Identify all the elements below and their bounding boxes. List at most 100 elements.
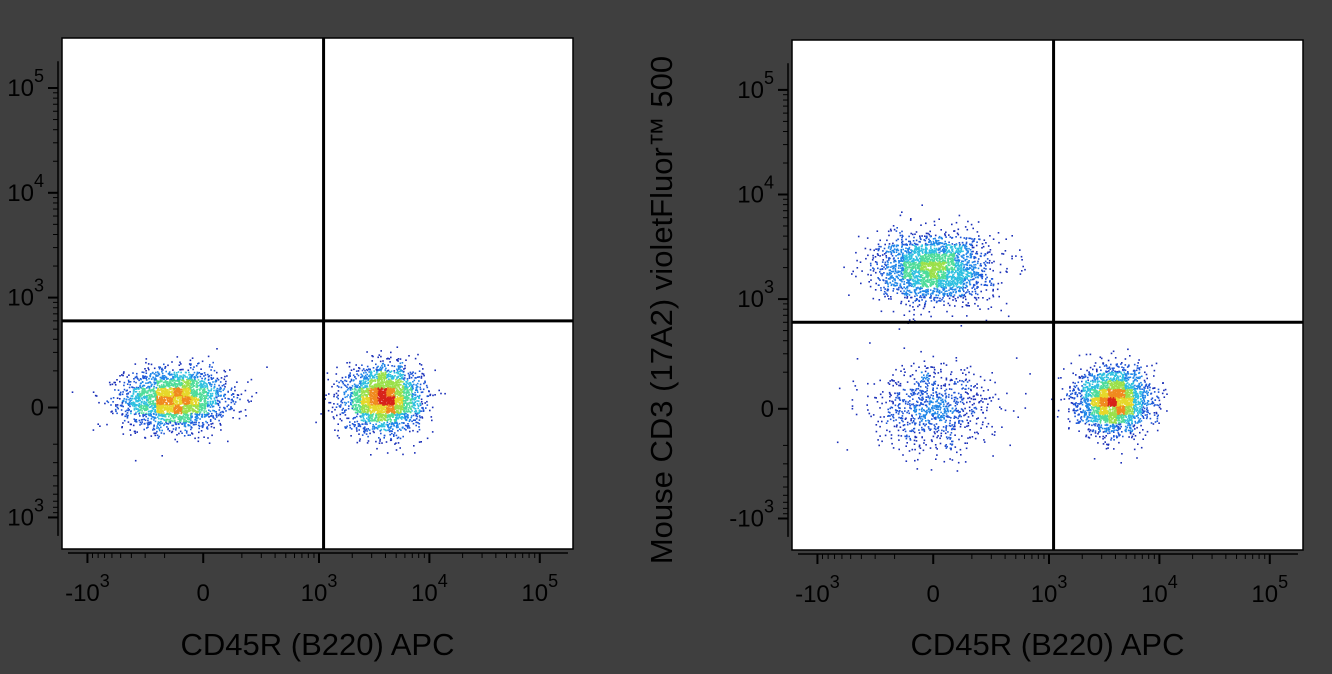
event-dot bbox=[195, 397, 198, 399]
event-dot bbox=[172, 424, 175, 427]
event-dot bbox=[141, 407, 143, 410]
event-dot bbox=[213, 369, 216, 372]
event-dot bbox=[354, 387, 356, 389]
event-dot bbox=[199, 411, 202, 413]
event-dot bbox=[371, 395, 373, 398]
event-dot bbox=[383, 388, 386, 391]
event-dot bbox=[351, 400, 353, 402]
event-dot bbox=[185, 393, 188, 396]
event-dot bbox=[387, 375, 390, 378]
event-dot bbox=[172, 377, 174, 380]
event-dot bbox=[190, 415, 192, 417]
event-dot bbox=[397, 442, 400, 444]
event-dot bbox=[351, 385, 354, 387]
event-dot bbox=[406, 379, 409, 382]
event-dot bbox=[188, 418, 191, 421]
event-dot bbox=[205, 397, 208, 399]
event-dot bbox=[190, 419, 192, 421]
event-dot bbox=[200, 398, 202, 400]
event-dot bbox=[375, 363, 377, 366]
event-dot bbox=[390, 401, 393, 404]
event-dot bbox=[153, 378, 156, 380]
event-dot bbox=[192, 388, 195, 390]
event-dot bbox=[183, 435, 186, 437]
event-dot bbox=[168, 404, 171, 406]
event-dot bbox=[158, 417, 160, 420]
event-dot bbox=[151, 372, 154, 374]
event-dot bbox=[371, 428, 374, 430]
event-dot bbox=[189, 373, 191, 376]
event-dot bbox=[403, 391, 406, 394]
event-dot bbox=[383, 437, 385, 439]
event-dot bbox=[156, 407, 158, 409]
event-dot bbox=[379, 404, 381, 406]
event-dot bbox=[371, 387, 374, 389]
event-dot bbox=[406, 399, 409, 402]
event-dot bbox=[188, 402, 191, 405]
event-dot bbox=[382, 396, 385, 398]
event-dot bbox=[370, 390, 373, 392]
event-dot bbox=[138, 391, 141, 393]
event-dot bbox=[159, 366, 161, 369]
event-dot bbox=[134, 388, 136, 390]
event-dot bbox=[187, 382, 190, 385]
event-dot bbox=[139, 399, 141, 402]
event-dot bbox=[365, 404, 367, 407]
event-dot bbox=[133, 418, 136, 420]
event-dot bbox=[167, 423, 170, 425]
event-dot bbox=[211, 378, 213, 380]
event-dot bbox=[345, 426, 348, 429]
event-dot bbox=[392, 422, 394, 425]
event-dot bbox=[125, 398, 128, 401]
event-dot bbox=[207, 389, 210, 391]
event-dot bbox=[163, 385, 165, 387]
event-dot bbox=[150, 405, 152, 408]
event-dot bbox=[149, 421, 152, 424]
event-dot bbox=[219, 388, 222, 391]
event-dot bbox=[401, 402, 404, 404]
event-dot bbox=[386, 393, 389, 395]
event-dot bbox=[210, 388, 213, 390]
event-dot bbox=[137, 393, 140, 395]
event-dot bbox=[153, 373, 156, 375]
event-dot bbox=[160, 406, 163, 408]
event-dot bbox=[212, 381, 214, 383]
event-dot bbox=[365, 395, 368, 398]
event-dot bbox=[180, 392, 182, 394]
event-dot bbox=[372, 367, 375, 369]
event-dot bbox=[214, 410, 217, 413]
event-dot bbox=[382, 382, 385, 384]
event-dot bbox=[141, 390, 143, 392]
event-dot bbox=[194, 400, 196, 402]
event-dot bbox=[144, 388, 146, 390]
event-dot bbox=[370, 372, 372, 374]
event-dot bbox=[232, 393, 234, 395]
event-dot bbox=[135, 411, 137, 414]
event-dot bbox=[204, 408, 206, 410]
event-dot bbox=[394, 443, 396, 445]
event-dot bbox=[191, 380, 194, 382]
event-dot bbox=[184, 394, 187, 397]
event-dot bbox=[193, 410, 195, 413]
event-dot bbox=[394, 386, 396, 388]
event-dot bbox=[174, 416, 176, 419]
event-dot bbox=[147, 417, 149, 420]
event-dot bbox=[210, 398, 213, 400]
event-dot bbox=[189, 359, 192, 362]
event-dot bbox=[200, 405, 202, 407]
event-dot bbox=[186, 400, 189, 403]
event-dot bbox=[186, 404, 189, 407]
event-dot bbox=[169, 387, 171, 390]
event-dot bbox=[338, 381, 340, 384]
event-dot bbox=[224, 370, 227, 373]
event-dot bbox=[123, 381, 126, 384]
event-dot bbox=[400, 395, 402, 397]
event-dot bbox=[415, 414, 417, 417]
event-dot bbox=[362, 394, 364, 397]
event-dot bbox=[386, 421, 389, 424]
event-dot bbox=[184, 387, 186, 389]
event-dot bbox=[180, 399, 182, 402]
event-dot bbox=[148, 421, 150, 424]
event-dot bbox=[170, 388, 172, 391]
event-dot bbox=[359, 396, 362, 398]
